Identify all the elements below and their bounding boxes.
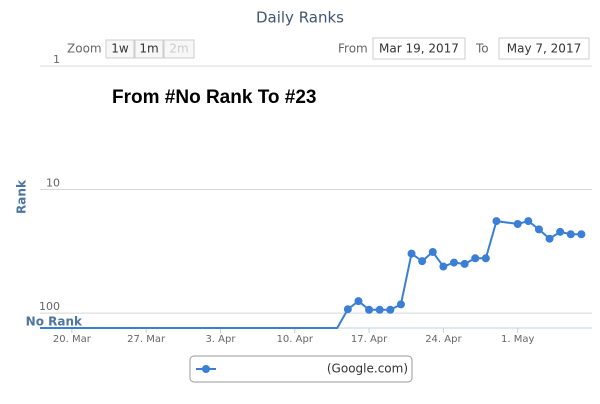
point <box>534 225 543 234</box>
y-tick-label: No Rank <box>26 315 83 329</box>
x-tick-label: 1. May <box>501 334 534 345</box>
x-tick-label: 3. Apr <box>205 334 236 345</box>
point <box>407 249 416 258</box>
point <box>343 305 352 314</box>
chart-title: Daily Ranks <box>256 9 344 27</box>
y-tick-label: 10 <box>46 177 60 190</box>
to-date[interactable]: May 7, 2017 <box>507 42 581 56</box>
point <box>577 230 586 239</box>
x-tick-label: 10. Apr <box>277 334 314 345</box>
to-input[interactable] <box>498 37 590 60</box>
zoom-label: Zoom <box>67 42 102 56</box>
zoom-button-label[interactable]: 2m <box>169 42 188 56</box>
point <box>439 262 448 271</box>
point <box>566 230 575 239</box>
to-label: To <box>475 42 489 56</box>
point <box>545 234 554 243</box>
zoom-button-label[interactable]: 1w <box>111 42 129 56</box>
from-input[interactable] <box>372 37 466 60</box>
point <box>492 217 501 226</box>
point <box>513 219 522 228</box>
point <box>481 254 490 263</box>
point <box>556 227 565 236</box>
point <box>418 257 427 266</box>
y-tick-label: 100 <box>39 300 60 313</box>
point <box>396 300 405 309</box>
legend[interactable] <box>189 355 413 383</box>
point <box>460 259 469 268</box>
legend-marker <box>202 365 210 373</box>
point <box>471 254 480 263</box>
point <box>365 305 374 314</box>
y-tick-label: 1 <box>53 53 60 66</box>
point <box>428 247 437 256</box>
annotation: From #No Rank To #23 <box>112 87 316 108</box>
point <box>450 258 458 267</box>
x-tick-label: 17. Apr <box>351 334 388 345</box>
x-tick-label: 24. Apr <box>425 334 462 345</box>
zoom-button[interactable] <box>105 39 135 59</box>
x-tick-label: 27. Mar <box>127 334 166 345</box>
from-label: From <box>338 42 368 56</box>
zoom-button[interactable] <box>163 39 195 59</box>
zoom-button-label[interactable]: 1m <box>139 42 158 56</box>
zoom-button[interactable] <box>134 39 164 59</box>
x-tick-label: 20. Mar <box>53 334 92 345</box>
point <box>375 305 384 314</box>
point <box>386 305 395 314</box>
legend-label[interactable]: (Google.com) <box>327 362 408 376</box>
from-date[interactable]: Mar 19, 2017 <box>379 42 459 56</box>
y-axis-label: Rank <box>15 179 29 214</box>
line <box>40 219 582 329</box>
point <box>354 297 363 306</box>
point <box>524 217 533 226</box>
